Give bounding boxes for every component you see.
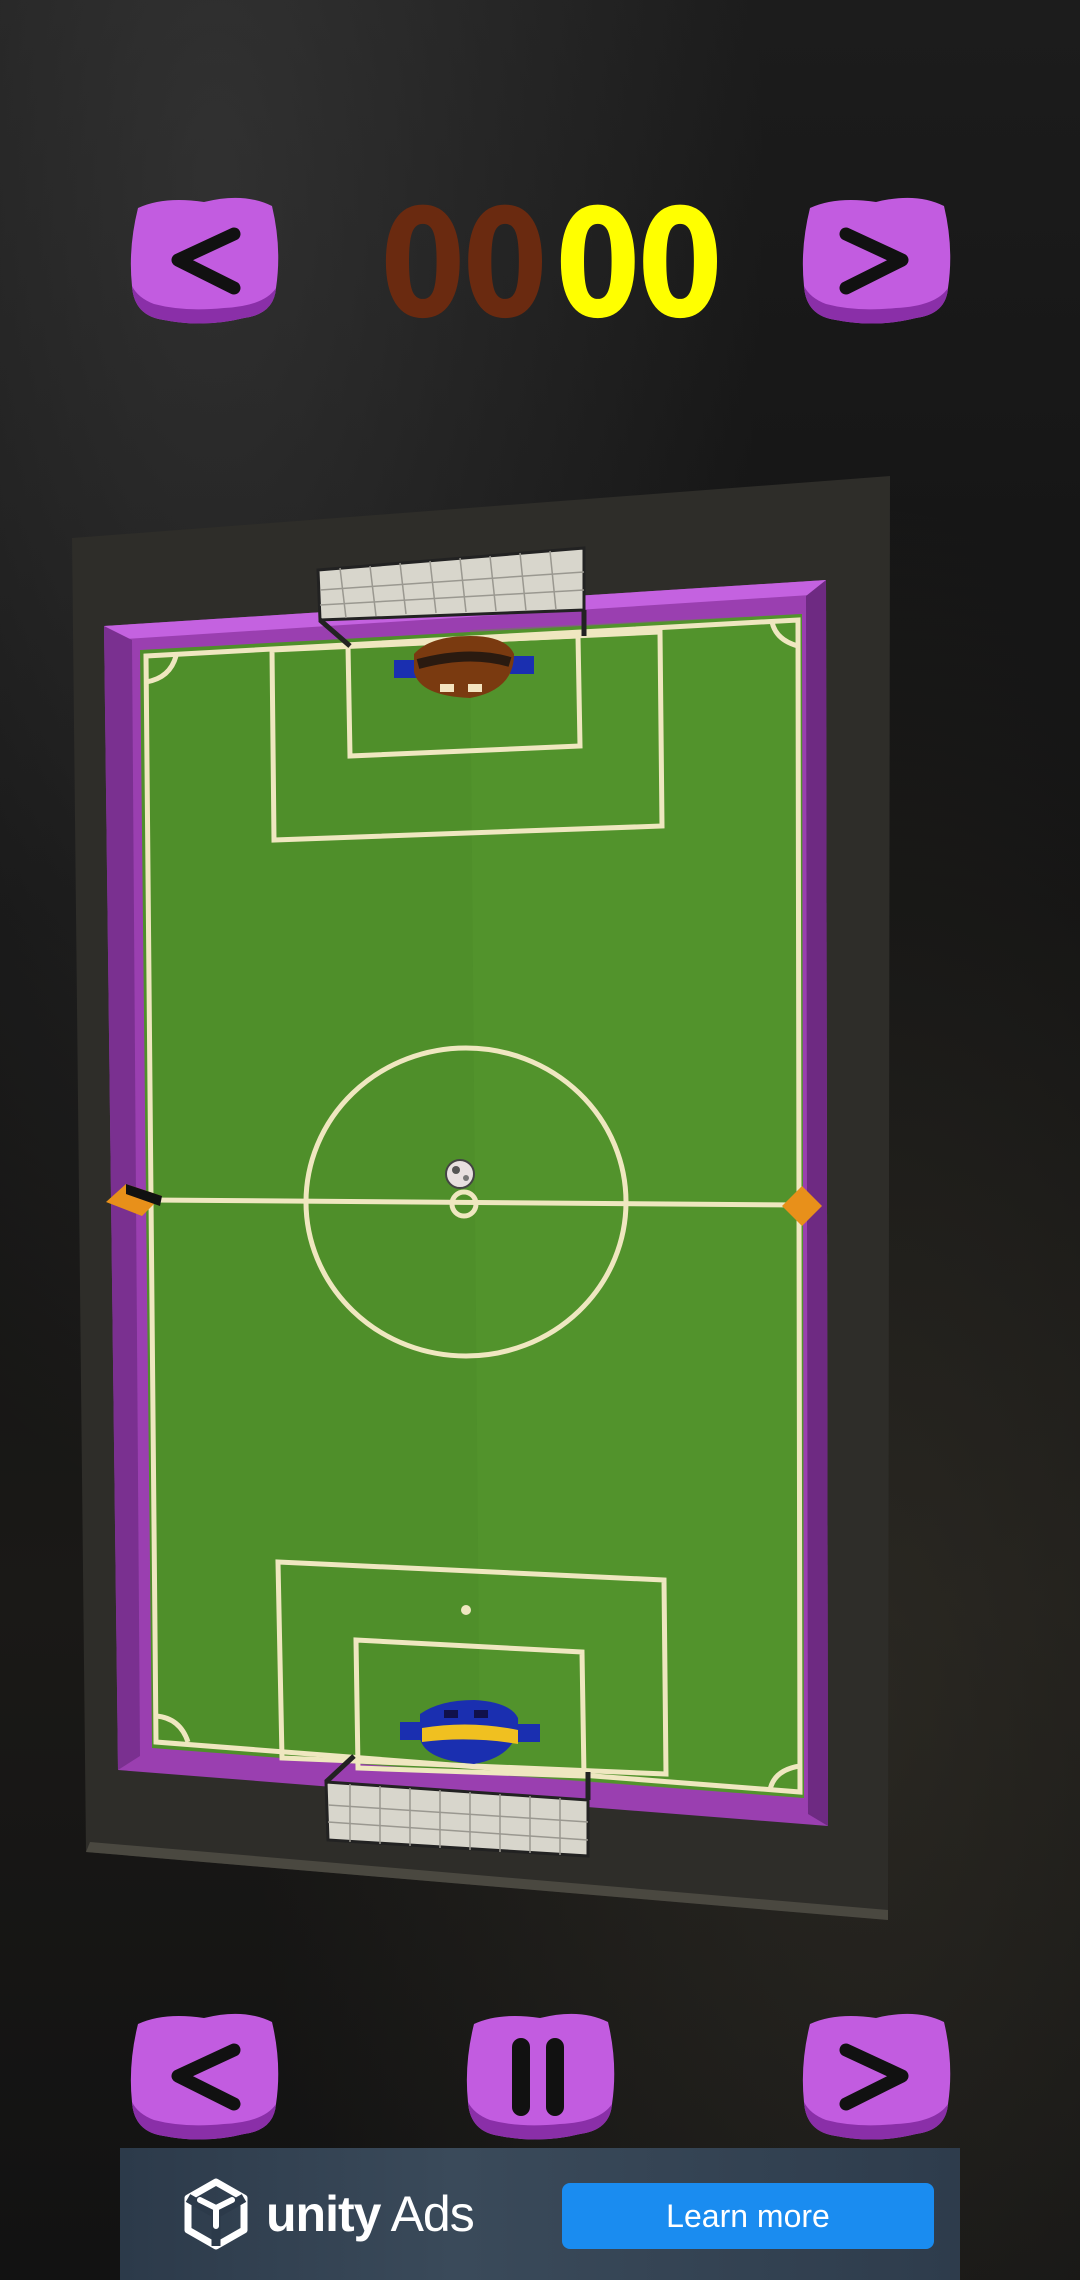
move-right-button[interactable] <box>796 2004 956 2144</box>
turf <box>140 614 804 1798</box>
right-marker <box>782 1186 822 1226</box>
bottom-paddle[interactable] <box>400 1700 540 1764</box>
chevron-left-icon <box>130 197 279 324</box>
top-prev-button[interactable] <box>124 188 284 328</box>
top-paddle[interactable] <box>394 636 534 698</box>
field-lines <box>143 617 803 1795</box>
ad-brand-text: unity Ads <box>266 2186 475 2242</box>
score-right: 00 <box>555 178 723 352</box>
chevron-right-icon <box>802 197 951 324</box>
unity-ads-logo: unity Ads <box>180 2178 475 2250</box>
pause-icon <box>466 2013 615 2140</box>
learn-more-button[interactable]: Learn more <box>562 2183 934 2249</box>
chevron-right-icon <box>802 2013 951 2140</box>
top-goal <box>316 546 587 648</box>
score-left: 00 <box>380 178 548 352</box>
ad-banner[interactable]: unity Ads Learn more <box>120 2148 960 2280</box>
move-left-button[interactable] <box>124 2004 284 2144</box>
chevron-left-icon <box>130 2013 279 2140</box>
top-next-button[interactable] <box>796 188 956 328</box>
unity-cube-icon <box>184 2178 248 2250</box>
pause-button[interactable] <box>460 2004 620 2144</box>
left-marker <box>106 1184 162 1216</box>
bottom-goal <box>324 1754 591 1858</box>
ball <box>445 1159 475 1189</box>
